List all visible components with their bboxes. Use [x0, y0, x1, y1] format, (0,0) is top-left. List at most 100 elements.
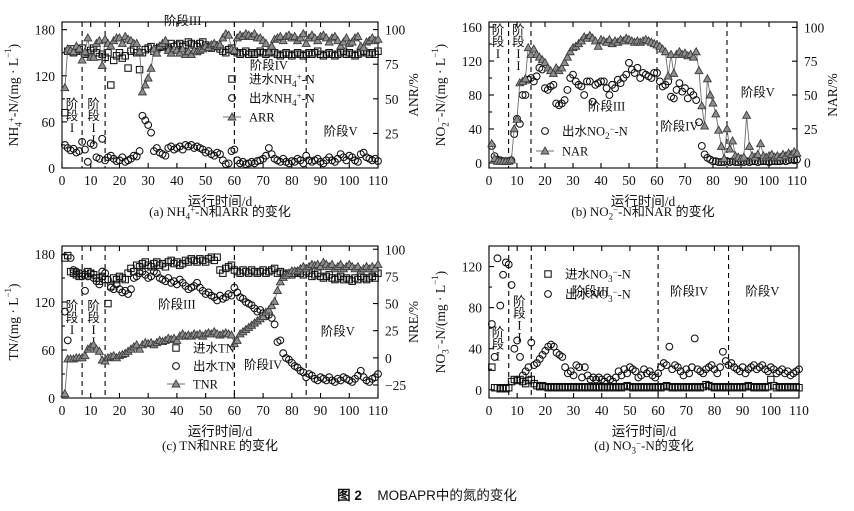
x-tick-label: 100	[761, 403, 782, 418]
data-point-circle	[549, 80, 558, 89]
data-point-circle	[81, 286, 89, 295]
series-出水NO3--N	[487, 254, 803, 386]
x-axis-label: 运行时间/d	[188, 424, 253, 439]
data-point-circle	[569, 70, 577, 79]
data-point-circle	[216, 150, 224, 159]
data-point-triangle	[741, 110, 752, 119]
y2-tick-label: 100	[385, 23, 406, 38]
data-point-triangle	[347, 37, 357, 46]
data-point-circle	[356, 366, 365, 375]
x-tick-label: 60	[228, 173, 242, 188]
x-tick-label: 70	[256, 403, 270, 418]
legend-label: 出水NH4+-N	[249, 91, 315, 108]
data-point-circle	[795, 365, 803, 374]
data-point-triangle	[267, 300, 277, 310]
data-point-circle	[78, 137, 87, 146]
data-point-circle	[650, 69, 659, 77]
data-point-triangle	[177, 44, 188, 53]
legend-marker-circle	[544, 290, 552, 298]
x-tick-label: 30	[567, 403, 581, 418]
legend: 进水NO3−-N 出水NO3−-N	[544, 267, 631, 304]
data-point-square	[488, 363, 496, 371]
legend-marker-square	[544, 270, 552, 278]
x-tick-label: 90	[314, 173, 328, 188]
x-tick-label: 10	[510, 403, 524, 418]
y-tick-label: 160	[462, 20, 483, 35]
data-point-triangle	[753, 149, 763, 158]
data-point-circle	[578, 373, 586, 382]
y2-tick-label: 50	[385, 297, 399, 312]
stage-label: 阶段II	[512, 23, 525, 73]
stage-label: 阶段V	[741, 85, 775, 100]
data-point-triangle	[358, 42, 369, 52]
data-point-circle	[276, 336, 285, 345]
svg-text:段: 段	[66, 108, 79, 123]
y-tick-label: 40	[469, 342, 483, 357]
data-point-circle	[518, 371, 527, 380]
data-point-circle	[161, 151, 170, 160]
data-point-circle	[583, 371, 592, 380]
legend-marker-square	[228, 75, 236, 83]
data-point-triangle	[725, 144, 735, 153]
data-point-circle	[224, 159, 233, 168]
x-tick-label: 70	[256, 173, 270, 188]
data-point-triangle	[338, 37, 349, 46]
data-point-circle	[679, 371, 688, 380]
data-point-triangle	[278, 35, 288, 45]
x-tick-label: 40	[170, 403, 184, 418]
data-point-triangle	[83, 32, 93, 42]
data-point-triangle	[739, 152, 749, 161]
x-tick-label: 80	[708, 403, 722, 418]
data-point-circle	[721, 357, 730, 365]
plot-frame	[61, 21, 379, 169]
data-point-triangle	[267, 41, 277, 50]
data-point-triangle	[565, 46, 575, 56]
data-point-triangle	[97, 60, 107, 70]
series-进水NO3--N	[488, 363, 803, 393]
stage-label: 阶段IV	[660, 119, 698, 134]
svg-text:I: I	[516, 47, 520, 61]
data-point-square	[135, 65, 144, 74]
data-point-circle	[583, 77, 591, 86]
svg-text:阶: 阶	[512, 23, 525, 37]
data-point-circle	[697, 142, 706, 150]
data-point-circle	[538, 350, 547, 359]
data-point-triangle	[272, 285, 283, 294]
stage-label: 阶段I	[66, 299, 79, 337]
data-point-triangle	[106, 41, 116, 50]
data-point-circle	[769, 365, 778, 374]
stage-label: 阶段V	[324, 124, 358, 139]
data-point-square	[61, 108, 69, 117]
data-point-circle	[690, 334, 699, 343]
series-进水TN	[61, 251, 382, 308]
data-point-triangle	[258, 311, 268, 321]
data-point-circle	[707, 361, 716, 370]
svg-text:I: I	[92, 133, 96, 147]
data-point-circle	[144, 121, 153, 129]
data-point-triangle	[264, 305, 274, 314]
data-point-circle	[63, 336, 72, 345]
x-axis-label: 运行时间/d	[188, 194, 253, 209]
data-point-triangle	[117, 38, 127, 47]
svg-text:NAR/%: NAR/%	[825, 73, 840, 117]
data-point-triangle	[744, 141, 755, 150]
svg-text:I: I	[92, 121, 96, 135]
data-point-triangle	[74, 44, 84, 53]
x-axis-label: 运行时间/d	[611, 194, 676, 209]
data-point-square	[795, 384, 803, 392]
x-tick-label: 10	[84, 173, 98, 188]
data-point-triangle	[694, 65, 704, 75]
y-tick-label: 120	[462, 260, 483, 275]
data-point-circle	[741, 369, 750, 378]
data-point-circle	[580, 363, 589, 372]
y2-tick-label: 50	[804, 88, 818, 103]
y-tick-label: 80	[469, 301, 483, 316]
data-point-circle	[681, 84, 689, 93]
svg-text:段: 段	[512, 34, 525, 49]
x-tick-label: 80	[285, 173, 299, 188]
y-tick-label: 60	[42, 115, 56, 130]
stage-label: 阶段III	[158, 296, 196, 311]
data-point-circle	[270, 320, 279, 329]
y2-tick-label: 75	[804, 54, 818, 69]
x-tick-label: 40	[595, 403, 609, 418]
